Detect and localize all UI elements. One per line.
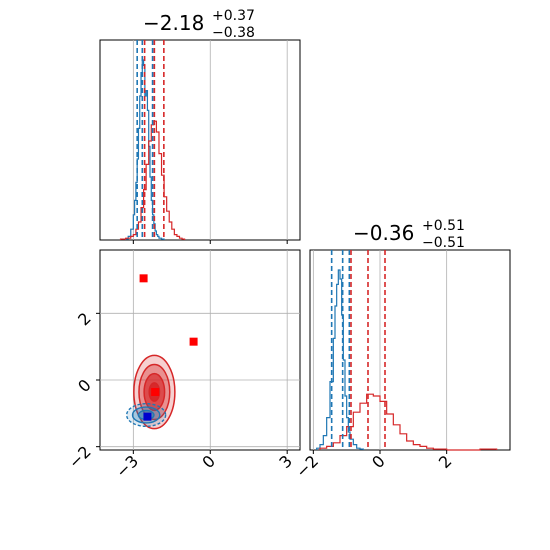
ticklabel-c-x-2: 2 <box>435 451 456 472</box>
ticklabel-b-y-2: 2 <box>74 309 95 330</box>
hist-param2-series-1 <box>319 393 498 451</box>
title-param1-minus: −0.38 <box>212 25 255 41</box>
panel-hist-param1 <box>99 39 301 241</box>
panel-joint <box>99 249 301 451</box>
title-param2-value: −0.36 <box>353 221 414 245</box>
marker-layer <box>139 274 198 421</box>
title-param1: −2.18 +0.37 −0.38 <box>143 8 255 41</box>
ticklabel-b-y-1: 0 <box>74 375 95 396</box>
ticklabel-b-y-0: −2 <box>65 442 95 472</box>
title-param2-plus: +0.51 <box>422 218 465 234</box>
marker-1 <box>139 274 148 283</box>
title-param1-value: −2.18 <box>143 11 204 35</box>
marker-3 <box>143 412 152 421</box>
quantile-lines <box>136 40 386 450</box>
grid-panel-hist-param1 <box>132 40 288 240</box>
title-param1-plus: +0.37 <box>212 8 255 24</box>
ticklabel-b-x-0: −3 <box>112 451 142 481</box>
panel-hist-param2 <box>309 249 511 451</box>
marker-0 <box>151 388 160 396</box>
hist-param2-series-0 <box>316 269 364 450</box>
grid-panel-hist-param2 <box>312 250 448 450</box>
ticklabel-c-x-1: 0 <box>368 451 389 472</box>
histogram-layer <box>119 59 498 451</box>
marker-2 <box>189 337 198 346</box>
ticklabel-c-x-0: −2 <box>292 451 322 481</box>
ticklabel-b-x-1: 0 <box>198 451 219 472</box>
title-param2: −0.36 +0.51 −0.51 <box>353 218 465 251</box>
title-param2-minus: −0.51 <box>422 235 465 251</box>
hist-param1-series-0 <box>125 59 165 240</box>
